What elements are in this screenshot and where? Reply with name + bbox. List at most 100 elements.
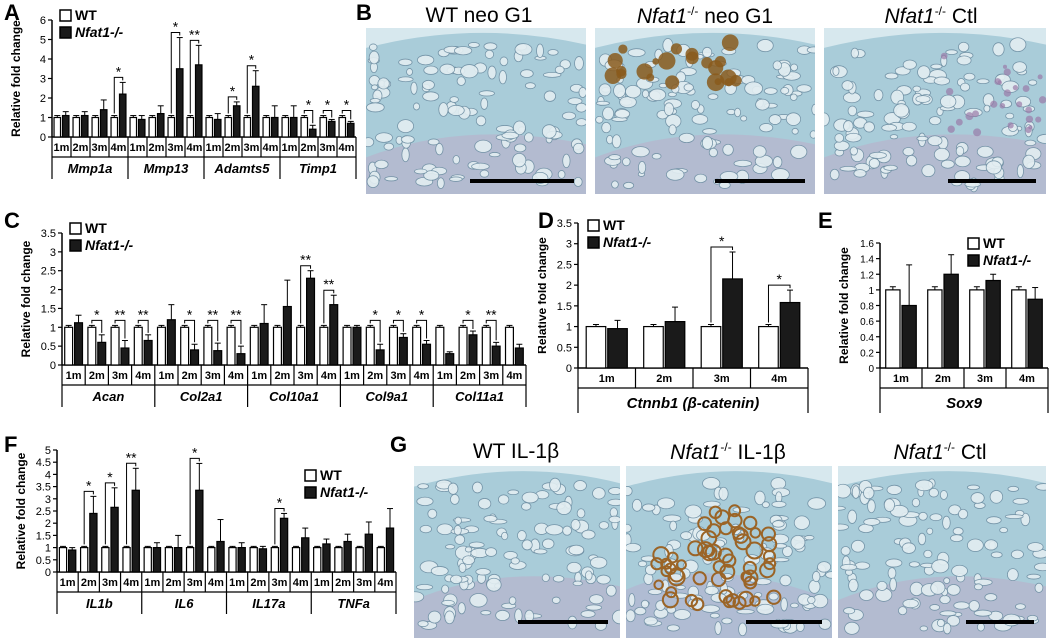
- y-tick-label: 5: [40, 35, 46, 47]
- chondrocyte: [887, 567, 897, 580]
- chondrocyte: [436, 177, 445, 189]
- stained-cell: [759, 561, 776, 579]
- bar-ko-1m: [213, 118, 222, 138]
- x-tick-label: 2m: [274, 370, 290, 382]
- chondrocyte: [542, 538, 555, 549]
- x-tick-label: 1m: [158, 370, 174, 382]
- significance-bracket: [189, 457, 200, 545]
- significance-mark: *: [419, 306, 425, 322]
- chondrocyte: [886, 484, 902, 495]
- chondrocyte: [722, 143, 734, 156]
- chondrocyte: [790, 534, 806, 550]
- significance-bracket: [246, 65, 257, 114]
- bar-wt-2m: [148, 116, 157, 138]
- chart-title: Ctnnb1 (β-catenin): [627, 395, 760, 412]
- chondrocyte: [584, 570, 593, 581]
- chondrocyte: [796, 84, 812, 93]
- significance-bracket: [114, 319, 126, 339]
- y-tick-label: 2: [40, 93, 46, 105]
- chondrocyte: [366, 102, 385, 113]
- y-tick-label: 2: [50, 285, 56, 297]
- chondrocyte: [992, 42, 1005, 57]
- x-tick-label: 3m: [168, 142, 184, 154]
- y-tick-label: 3.5: [557, 218, 572, 230]
- nucleus: [1003, 68, 1011, 76]
- x-tick-label: 1m: [344, 370, 360, 382]
- chondrocyte: [976, 78, 990, 85]
- chondrocyte: [562, 525, 572, 536]
- bar-ko-4m: [329, 304, 339, 366]
- tissue-surface: [414, 466, 620, 487]
- chondrocyte: [733, 159, 753, 168]
- chondrocyte: [400, 135, 415, 144]
- bar-wt-4m: [504, 326, 514, 366]
- chondrocyte: [366, 175, 380, 188]
- chondrocyte: [1024, 139, 1037, 146]
- chondrocyte: [427, 610, 442, 624]
- stained-cell: [692, 571, 707, 586]
- chondrocyte: [963, 72, 976, 81]
- legend-label-wt: WT: [603, 217, 625, 233]
- chondrocyte: [572, 580, 583, 587]
- x-tick-label: 3m: [483, 370, 499, 382]
- x-tick-label: 1m: [206, 142, 222, 154]
- significance-bracket: [416, 319, 428, 339]
- chondrocyte: [968, 600, 980, 612]
- chondrocyte: [581, 529, 596, 540]
- chondrocyte: [780, 597, 788, 612]
- x-tick-label: 4m: [414, 370, 430, 382]
- chondrocyte: [406, 68, 413, 76]
- chondrocyte: [414, 168, 428, 175]
- y-tick-label: 1.5: [41, 303, 56, 315]
- chondrocyte: [447, 482, 459, 495]
- stained-cell: [696, 541, 714, 559]
- bar-wt-1m: [53, 116, 62, 138]
- chondrocyte: [684, 504, 702, 519]
- chondrocyte: [755, 98, 770, 111]
- chondrocyte: [804, 535, 815, 541]
- chondrocyte: [417, 483, 430, 490]
- chondrocyte: [643, 616, 658, 626]
- chondrocyte: [915, 95, 931, 103]
- micrograph-wt-il1b: [414, 466, 620, 638]
- x-tick-label: 4m: [1019, 373, 1035, 385]
- chondrocyte: [651, 153, 662, 160]
- legend-label-wt: WT: [320, 467, 342, 483]
- chondrocyte: [863, 518, 881, 526]
- chondrocyte: [929, 513, 943, 522]
- significance-mark: **: [115, 306, 126, 322]
- chondrocyte: [919, 625, 928, 632]
- significance-mark: *: [325, 97, 331, 113]
- chondrocyte: [638, 160, 647, 175]
- bar-ko-2m: [943, 273, 959, 369]
- chondrocyte: [911, 497, 921, 508]
- legend-label-ko: Nfat1-/-: [320, 484, 369, 500]
- chondrocyte: [608, 154, 621, 161]
- chondrocyte: [901, 121, 917, 132]
- y-tick-label: 1.2: [860, 270, 874, 281]
- chondrocyte: [483, 515, 498, 523]
- chondrocyte: [790, 144, 808, 159]
- chondrocyte: [421, 79, 435, 90]
- chondrocyte: [847, 509, 858, 524]
- bar-wt-1m: [205, 116, 214, 138]
- chondrocyte: [401, 147, 410, 163]
- chondrocyte: [368, 50, 380, 65]
- chondrocyte: [485, 547, 498, 557]
- y-tick-label: 0: [566, 363, 572, 375]
- bar-ko-4m: [194, 64, 203, 138]
- stained-cell: [658, 52, 676, 70]
- chondrocyte: [657, 497, 676, 510]
- chondrocyte: [867, 499, 876, 514]
- chondrocyte: [1034, 562, 1046, 572]
- nucleus: [973, 128, 982, 137]
- chondrocyte: [918, 511, 928, 521]
- chondrocyte: [790, 602, 799, 609]
- stained-cell: [749, 527, 762, 539]
- significance-bracket: [462, 319, 474, 330]
- chondrocyte: [834, 133, 845, 143]
- micrograph-title-b1: WT neo G1: [425, 4, 533, 27]
- stained-cell: [727, 512, 743, 529]
- legend-swatch-ko: [587, 236, 600, 249]
- chondrocyte: [375, 132, 393, 143]
